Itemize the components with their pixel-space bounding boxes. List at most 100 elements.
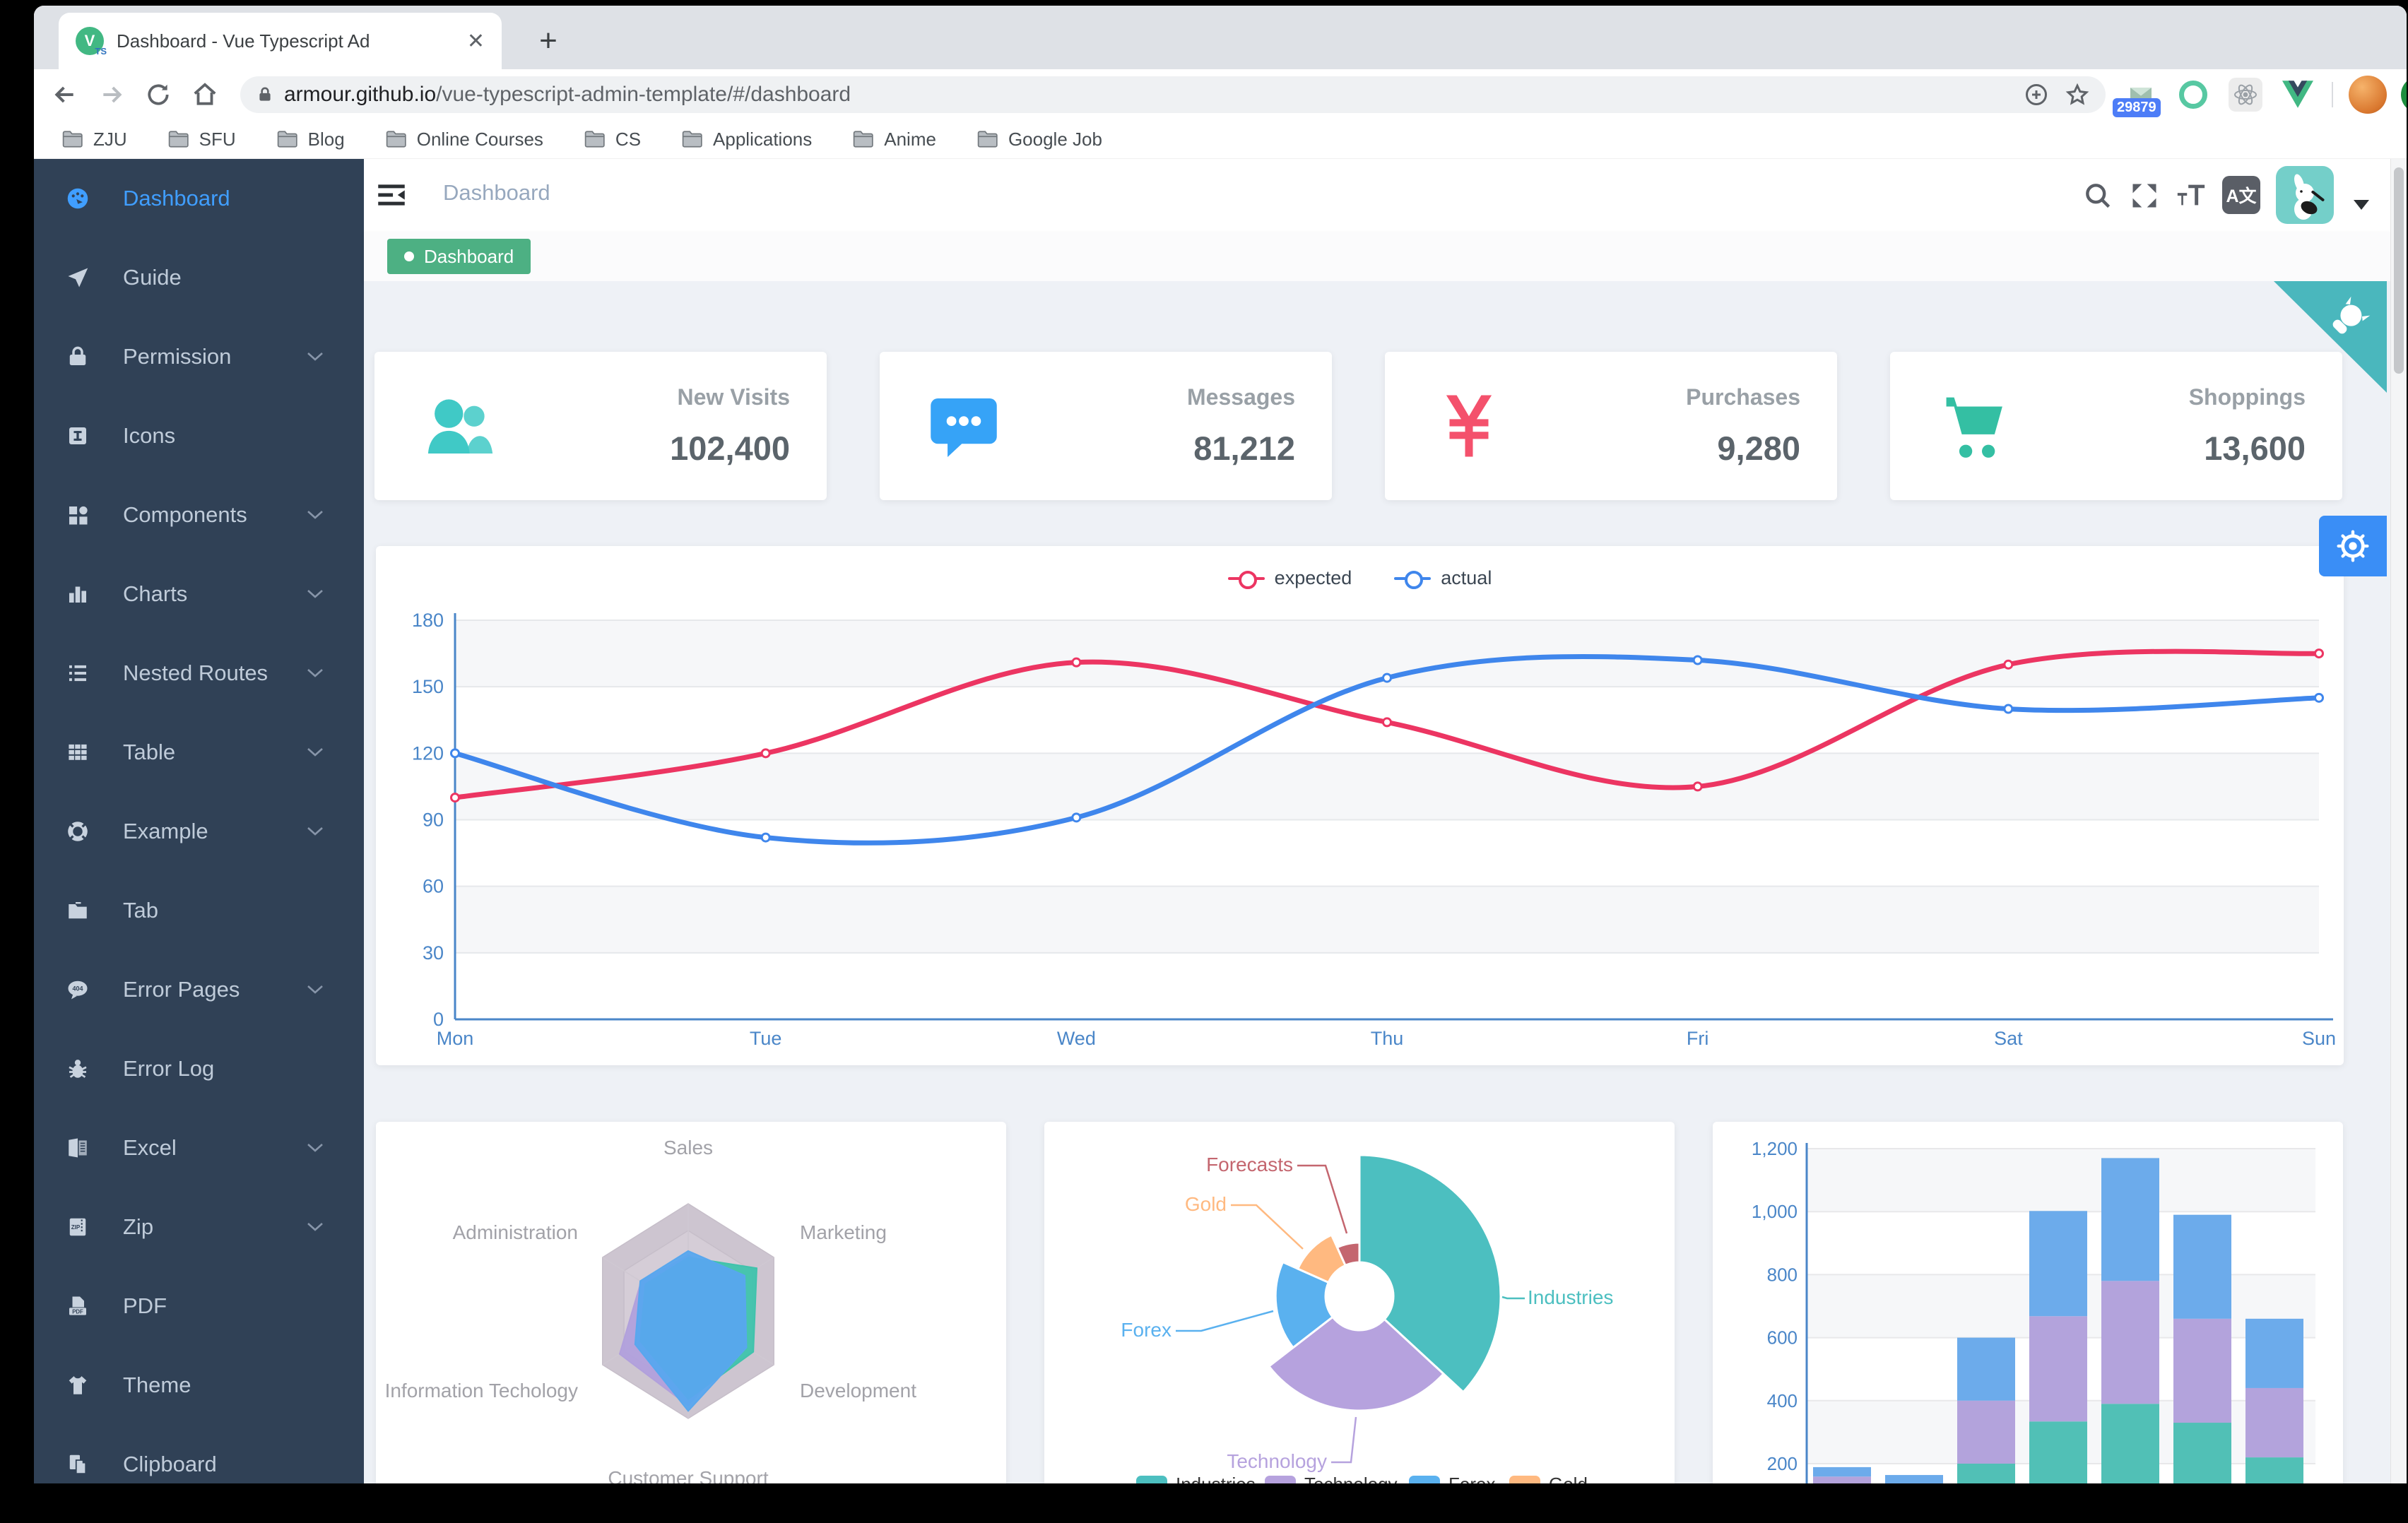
svg-text:Technology: Technology (1227, 1450, 1327, 1472)
lock-icon (65, 344, 90, 369)
components-icon (65, 502, 90, 528)
home-icon[interactable] (189, 79, 220, 110)
bookmark-item[interactable]: Blog (277, 129, 345, 150)
page-scrollbar[interactable] (2390, 159, 2407, 1483)
bookmark-item[interactable]: CS (584, 129, 641, 150)
svg-text:Sales: Sales (663, 1137, 713, 1158)
sidebar-item-nested-routes[interactable]: Nested Routes (34, 634, 364, 713)
app-root: Dashboard Guide Permission Icons Components C… (34, 159, 2407, 1483)
main-area: Dashboard A文 Dashboard (364, 159, 2390, 1483)
grammarly-extension-icon[interactable] (2176, 78, 2210, 112)
sidebar-item-components[interactable]: Components (34, 475, 364, 555)
tab-close-icon[interactable]: ✕ (466, 29, 485, 53)
bookmark-item[interactable]: Google Job (977, 129, 1102, 150)
pie-legend-forex[interactable]: Forex (1409, 1474, 1495, 1483)
stat-card-purchases[interactable]: Purchases 9,280 (1385, 352, 1837, 500)
bookmark-item[interactable]: Anime (853, 129, 936, 150)
radar-chart: Sales Marketing Development Customer Suppor… (385, 1137, 917, 1483)
chevron-down-icon (306, 746, 324, 759)
sidebar-item-zip[interactable]: ZIP Zip (34, 1187, 364, 1267)
pie-legend-gold[interactable]: Gold (1509, 1474, 1588, 1483)
extension-with-badge-icon[interactable]: 29879 (2113, 78, 2161, 117)
bookmark-star-icon[interactable] (2065, 82, 2090, 107)
radar-chart-panel: Sales Marketing Development Customer Suppor… (376, 1122, 1006, 1483)
sidebar-item-error-pages[interactable]: 404 Error Pages (34, 950, 364, 1029)
settings-gear-button[interactable] (2319, 516, 2387, 576)
charts-icon (65, 581, 90, 607)
sidebar-item-theme[interactable]: Theme (34, 1346, 364, 1425)
zip-icon: ZIP (65, 1214, 90, 1240)
fullscreen-icon[interactable] (2125, 176, 2164, 215)
forward-icon[interactable] (96, 79, 127, 110)
stat-card-value: 81,212 (1193, 429, 1295, 467)
svg-text:ZIP: ZIP (71, 1224, 81, 1231)
avatar-caret-down-icon[interactable] (2354, 200, 2369, 210)
sidebar-item-dashboard[interactable]: Dashboard (34, 159, 364, 238)
bookmark-item[interactable]: ZJU (62, 129, 127, 150)
new-tab-button[interactable]: + (539, 23, 557, 58)
stat-card-title: Purchases (1686, 384, 1800, 410)
dashboard-icon (65, 186, 90, 211)
stat-card-new-visits[interactable]: New Visits 102,400 (374, 352, 827, 500)
bookmark-item[interactable]: SFU (168, 129, 236, 150)
chevron-down-icon (306, 667, 324, 680)
icons-icon (65, 423, 90, 449)
toolbar-separator (2332, 82, 2333, 107)
sidebar-item-excel[interactable]: Excel (34, 1108, 364, 1187)
svg-text:Forex: Forex (1121, 1319, 1171, 1341)
hamburger-icon[interactable] (374, 177, 409, 213)
browser-tab[interactable]: V TS Dashboard - Vue Typescript Ad ✕ (59, 13, 502, 69)
message-icon (925, 387, 1003, 465)
sidebar-item-permission[interactable]: Permission (34, 317, 364, 396)
back-icon[interactable] (49, 79, 81, 110)
plus-circle-icon[interactable] (2024, 82, 2049, 107)
browser-profile-avatar[interactable] (2349, 76, 2387, 114)
bookmark-item[interactable]: Online Courses (386, 129, 543, 150)
sidebar-item-error-log[interactable]: Error Log (34, 1029, 364, 1108)
vue-ts-favicon-icon: V TS (76, 27, 107, 57)
translate-icon[interactable]: A文 (2222, 176, 2260, 214)
sidebar-item-table[interactable]: Table (34, 713, 364, 792)
svg-text:Customer Support: Customer Support (608, 1467, 768, 1483)
tag-active-dot (404, 251, 414, 261)
chevron-down-icon (306, 509, 324, 521)
sidebar-item-tab[interactable]: Tab (34, 871, 364, 950)
sidebar-item-icons[interactable]: Icons (34, 396, 364, 475)
svg-text:Gold: Gold (1185, 1193, 1227, 1215)
chevron-down-icon (306, 825, 324, 838)
user-avatar[interactable] (2276, 166, 2334, 224)
pie-legend-industries[interactable]: Industries (1136, 1474, 1256, 1483)
stat-card-messages[interactable]: Messages 81,212 (880, 352, 1332, 500)
github-corner-ribbon[interactable] (2274, 281, 2387, 393)
legend-item-actual[interactable]: actual (1394, 567, 1492, 589)
sidebar-item-charts[interactable]: Charts (34, 555, 364, 634)
address-bar[interactable]: armour.github.io/vue-typescript-admin-te… (240, 76, 2106, 113)
clipboard-icon (65, 1452, 90, 1477)
reload-icon[interactable] (143, 79, 174, 110)
sidebar-item-guide[interactable]: Guide (34, 238, 364, 317)
sidebar-item-example[interactable]: Example (34, 792, 364, 871)
tag-dashboard[interactable]: Dashboard (387, 239, 531, 274)
stat-card-shoppings[interactable]: Shoppings 13,600 (1890, 352, 2342, 500)
table-icon (65, 740, 90, 765)
search-icon[interactable] (2078, 176, 2118, 215)
bookmark-item[interactable]: Applications (682, 129, 812, 150)
stat-card-value: 13,600 (2204, 429, 2306, 467)
svg-text:Thu: Thu (1371, 1028, 1404, 1049)
pie-legend-technology[interactable]: Technology (1265, 1474, 1398, 1483)
text-size-icon[interactable] (2171, 176, 2211, 215)
folder-icon (584, 131, 605, 148)
svg-text:Mon: Mon (437, 1028, 474, 1049)
sidebar-item-clipboard[interactable]: Clipboard (34, 1425, 364, 1483)
react-devtools-icon[interactable] (2229, 78, 2262, 112)
legend-item-expected[interactable]: expected (1227, 567, 1352, 589)
browser-update-icon[interactable] (2401, 76, 2407, 113)
sidebar-item-pdf[interactable]: PDF PDF (34, 1267, 364, 1346)
svg-text:60: 60 (423, 876, 444, 897)
svg-text:30: 30 (423, 942, 444, 964)
svg-text:Information Techology: Information Techology (385, 1380, 578, 1401)
line-chart-legend: expected actual (376, 567, 2344, 589)
scrollbar-thumb[interactable] (2394, 167, 2404, 374)
browser-toolbar: armour.github.io/vue-typescript-admin-te… (34, 69, 2407, 120)
vue-devtools-icon[interactable] (2281, 78, 2315, 112)
